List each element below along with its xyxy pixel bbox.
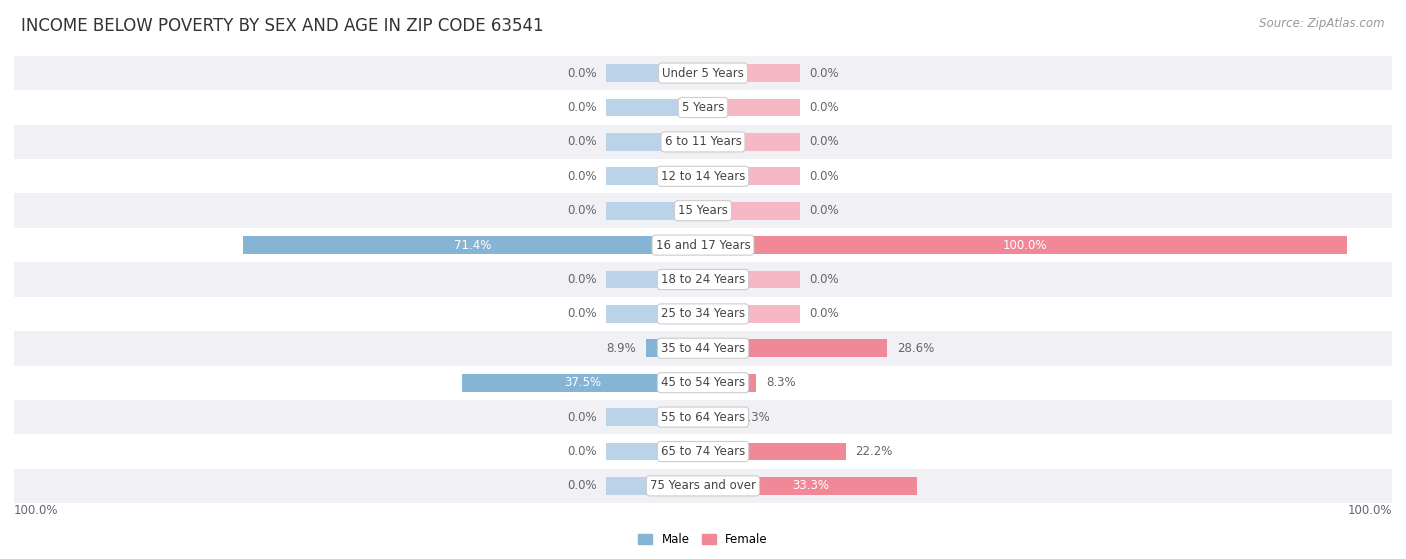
Bar (14, 91, 1392, 125)
Text: 0.0%: 0.0% (810, 273, 839, 286)
Bar (703, 339, 887, 357)
Text: 28.6%: 28.6% (897, 342, 934, 355)
Text: 71.4%: 71.4% (454, 239, 492, 252)
Text: 0.0%: 0.0% (567, 411, 596, 424)
Bar (703, 271, 800, 288)
Bar (703, 133, 800, 151)
Text: 37.5%: 37.5% (564, 376, 600, 389)
Text: 65 to 74 Years: 65 to 74 Years (661, 445, 745, 458)
Bar (243, 236, 703, 254)
Bar (606, 477, 703, 495)
Text: 0.0%: 0.0% (567, 135, 596, 148)
Bar (606, 133, 703, 151)
Bar (606, 271, 703, 288)
Bar (461, 374, 703, 392)
Text: 0.0%: 0.0% (567, 480, 596, 492)
Bar (14, 366, 1392, 400)
Text: 0.0%: 0.0% (567, 170, 596, 183)
Bar (703, 98, 800, 116)
Bar (703, 305, 800, 323)
Text: 18 to 24 Years: 18 to 24 Years (661, 273, 745, 286)
Text: 22.2%: 22.2% (856, 445, 893, 458)
Text: 4.3%: 4.3% (741, 411, 770, 424)
Text: 0.0%: 0.0% (567, 101, 596, 114)
Bar (606, 98, 703, 116)
Bar (703, 408, 731, 426)
Text: 0.0%: 0.0% (567, 307, 596, 320)
Text: Under 5 Years: Under 5 Years (662, 67, 744, 79)
Bar (606, 305, 703, 323)
Text: 16 and 17 Years: 16 and 17 Years (655, 239, 751, 252)
Text: 25 to 34 Years: 25 to 34 Years (661, 307, 745, 320)
Text: 5 Years: 5 Years (682, 101, 724, 114)
Text: 100.0%: 100.0% (1002, 239, 1047, 252)
Bar (14, 228, 1392, 262)
Text: 12 to 14 Years: 12 to 14 Years (661, 170, 745, 183)
Bar (14, 400, 1392, 434)
Text: 0.0%: 0.0% (810, 307, 839, 320)
Text: 33.3%: 33.3% (792, 480, 828, 492)
Bar (14, 434, 1392, 468)
Text: 100.0%: 100.0% (14, 504, 59, 517)
Bar (606, 64, 703, 82)
Text: 0.0%: 0.0% (567, 273, 596, 286)
Text: 15 Years: 15 Years (678, 204, 728, 217)
Bar (14, 262, 1392, 297)
Text: 0.0%: 0.0% (810, 170, 839, 183)
Text: 0.0%: 0.0% (810, 204, 839, 217)
Bar (606, 408, 703, 426)
Bar (14, 331, 1392, 366)
Bar (703, 374, 756, 392)
Bar (14, 468, 1392, 503)
Text: 0.0%: 0.0% (567, 445, 596, 458)
Bar (14, 56, 1392, 91)
Text: 0.0%: 0.0% (810, 135, 839, 148)
Text: 8.9%: 8.9% (606, 342, 636, 355)
Text: 6 to 11 Years: 6 to 11 Years (665, 135, 741, 148)
Bar (606, 167, 703, 185)
Bar (606, 443, 703, 461)
Text: 0.0%: 0.0% (567, 204, 596, 217)
Text: 0.0%: 0.0% (810, 101, 839, 114)
Bar (703, 167, 800, 185)
Text: 100.0%: 100.0% (1347, 504, 1392, 517)
Legend: Male, Female: Male, Female (634, 528, 772, 551)
Text: 0.0%: 0.0% (810, 67, 839, 79)
Bar (606, 202, 703, 220)
Bar (14, 125, 1392, 159)
Text: 0.0%: 0.0% (567, 67, 596, 79)
Bar (14, 193, 1392, 228)
Bar (703, 202, 800, 220)
Bar (14, 159, 1392, 193)
Bar (645, 339, 703, 357)
Text: Source: ZipAtlas.com: Source: ZipAtlas.com (1260, 17, 1385, 30)
Bar (703, 236, 1347, 254)
Text: INCOME BELOW POVERTY BY SEX AND AGE IN ZIP CODE 63541: INCOME BELOW POVERTY BY SEX AND AGE IN Z… (21, 17, 544, 35)
Bar (14, 297, 1392, 331)
Bar (703, 443, 846, 461)
Text: 8.3%: 8.3% (766, 376, 796, 389)
Bar (703, 64, 800, 82)
Text: 55 to 64 Years: 55 to 64 Years (661, 411, 745, 424)
Text: 35 to 44 Years: 35 to 44 Years (661, 342, 745, 355)
Bar (703, 477, 917, 495)
Text: 45 to 54 Years: 45 to 54 Years (661, 376, 745, 389)
Text: 75 Years and over: 75 Years and over (650, 480, 756, 492)
